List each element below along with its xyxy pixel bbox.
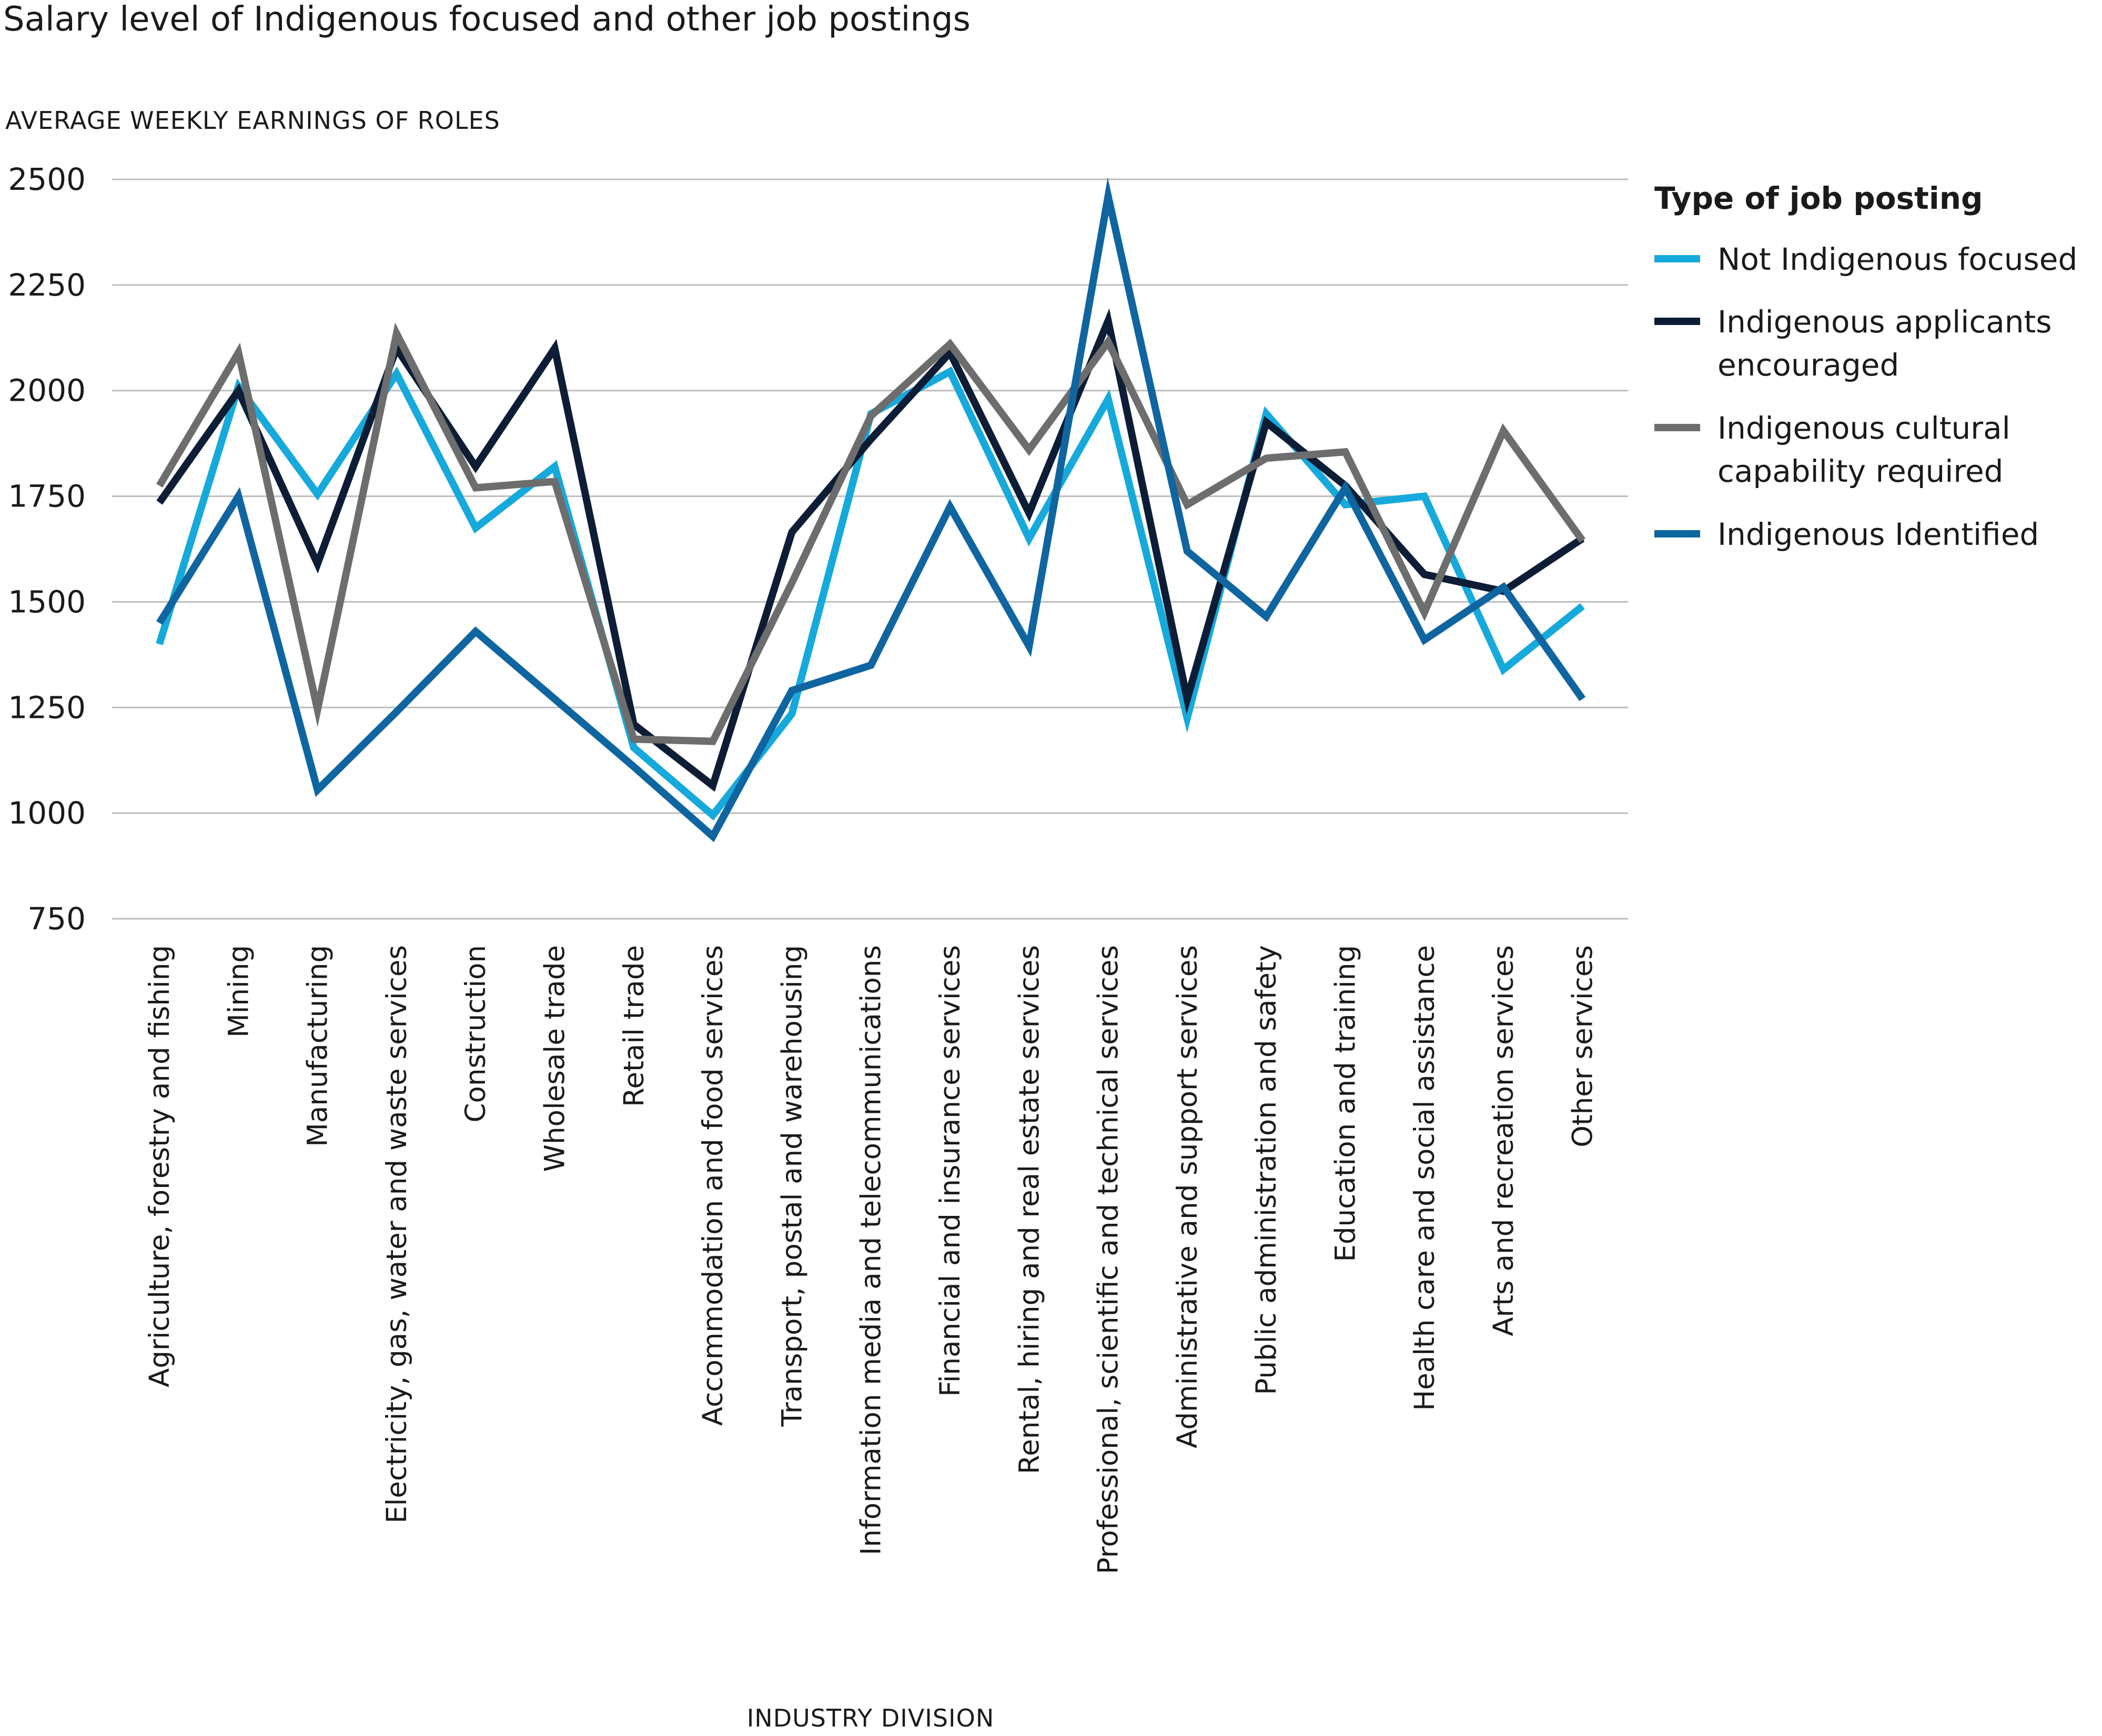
x-tick-label: Arts and recreation services (1488, 945, 1520, 1336)
x-tick-label: Agriculture, forestry and fishing (144, 945, 176, 1387)
x-tick-label: Retail trade (618, 945, 650, 1107)
y-tick-label: 2000 (8, 373, 86, 409)
x-tick-label: Health care and social assistance (1409, 945, 1441, 1411)
y-axis-title: AVERAGE WEEKLY EARNINGS OF ROLES (5, 106, 500, 135)
x-tick-label: Construction (460, 945, 492, 1122)
x-tick-label: Manufacturing (302, 945, 334, 1147)
y-tick-label: 2500 (8, 161, 86, 197)
chart-title: Salary level of Indigenous focused and o… (3, 0, 971, 39)
x-axis-title: INDUSTRY DIVISION (747, 1704, 995, 1732)
legend-title: Type of job posting (1654, 180, 1983, 216)
legend-label: Indigenous applicants (1717, 304, 2052, 340)
legend-label: Not Indigenous focused (1717, 241, 2077, 277)
x-tick-label: Financial and insurance services (934, 945, 966, 1397)
series-line-4 (156, 177, 1586, 842)
x-tick-label: Professional, scientific and technical s… (1093, 945, 1125, 1574)
x-tick-label: Administrative and support services (1171, 945, 1204, 1448)
series-line-3 (156, 322, 1586, 745)
series-lines (156, 177, 1586, 842)
x-tick-label: Information media and telecommunications (855, 945, 887, 1555)
legend-label: encouraged (1717, 347, 1899, 383)
y-tick-label: 1750 (8, 479, 86, 514)
x-tick-label: Education and training (1330, 945, 1362, 1262)
legend-label: capability required (1717, 453, 2003, 489)
y-tick-label: 2250 (8, 267, 86, 303)
x-tick-label: Other services (1567, 945, 1599, 1148)
legend: Type of job posting Not Indigenous focus… (1654, 180, 2077, 552)
x-tick-label: Wholesale trade (539, 945, 571, 1172)
x-tick-label: Mining (223, 945, 255, 1038)
x-tick-label: Rental, hiring and real estate services (1013, 945, 1045, 1474)
legend-label: Indigenous cultural (1717, 410, 2010, 446)
x-tick-label: Electricity, gas, water and waste servic… (381, 945, 413, 1524)
x-tick-label: Transport, postal and warehousing (776, 945, 808, 1427)
x-axis-ticks: Agriculture, forestry and fishing Mining M… (144, 945, 1599, 1574)
x-tick-label: Accommodation and food services (697, 945, 729, 1426)
y-tick-label: 1250 (8, 689, 86, 725)
legend-label: Indigenous Identified (1717, 516, 2039, 552)
y-tick-label: 750 (27, 901, 86, 937)
x-tick-label: Public administration and safety (1250, 945, 1282, 1395)
y-tick-label: 1000 (8, 795, 86, 831)
y-axis-ticks: 2500 2250 2000 1750 1500 1250 1000 750 (8, 161, 86, 937)
legend-items: Not Indigenous focused Indigenous applica… (1654, 241, 2077, 552)
y-tick-label: 1500 (8, 584, 86, 620)
